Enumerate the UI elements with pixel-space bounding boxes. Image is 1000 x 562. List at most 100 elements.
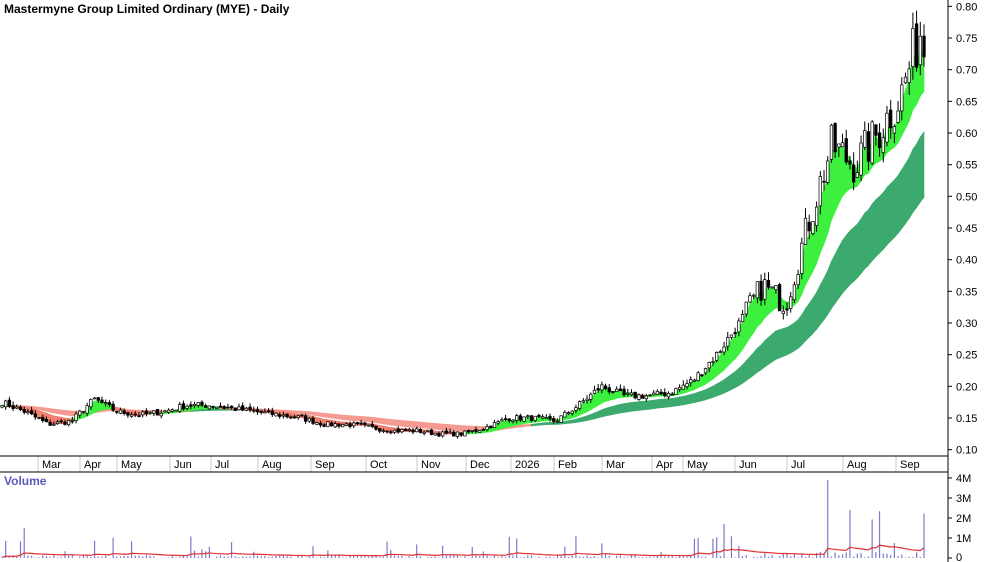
long-ma-ribbon-segment	[908, 149, 914, 220]
candle-body	[37, 417, 41, 419]
candle-body	[837, 143, 841, 148]
candle-body	[600, 384, 604, 391]
candle-body	[63, 421, 67, 425]
candle-body	[418, 429, 423, 433]
candle-body	[452, 431, 456, 437]
long-ma-ribbon-segment	[882, 186, 888, 251]
short-ma-ribbon-segment	[838, 144, 843, 204]
candle-body	[726, 337, 730, 347]
candle-body	[889, 109, 893, 129]
candle-body	[744, 301, 748, 315]
candle-body	[129, 414, 134, 417]
candle-body	[663, 392, 667, 397]
candle-body	[563, 411, 567, 418]
long-ma-ribbon-segment	[401, 420, 406, 427]
long-ma-ribbon-segment	[786, 324, 791, 356]
candle-body	[752, 294, 756, 297]
month-label: Apr	[84, 459, 101, 471]
month-label: 2026	[515, 459, 539, 471]
candle-body	[703, 368, 708, 374]
candle-body	[670, 393, 674, 396]
candle-body	[81, 411, 86, 414]
month-label: Jun	[174, 459, 192, 471]
long-ma-ribbon-segment	[823, 270, 829, 321]
price-tick-label: 0.30	[956, 318, 977, 330]
candle-body	[577, 401, 582, 409]
candle-body	[411, 429, 415, 433]
candle-body	[807, 221, 811, 232]
candle-body	[159, 412, 163, 417]
candle-body	[315, 422, 319, 425]
long-ma-ribbon-segment	[460, 425, 466, 432]
long-ma-ribbon-segment	[520, 424, 525, 428]
candle-body	[777, 284, 782, 312]
candle-body	[204, 405, 208, 408]
candle-body	[714, 352, 719, 361]
long-ma-ribbon-segment	[668, 398, 673, 408]
long-ma-ribbon-segment	[860, 212, 866, 275]
candle-body	[437, 433, 441, 437]
price-tick-label: 0.75	[956, 33, 977, 45]
candle-body	[415, 428, 419, 433]
candle-body	[440, 431, 445, 437]
long-ma-ribbon-segment	[579, 416, 584, 423]
candle-body	[659, 391, 663, 395]
long-ma-ribbon-segment	[708, 385, 714, 400]
candle-body	[366, 424, 371, 427]
candle-body	[137, 415, 141, 418]
long-ma-ribbon-segment	[838, 240, 843, 300]
candle-body	[863, 130, 867, 148]
short-ma-ribbon-segment	[749, 298, 754, 339]
candle-body	[303, 415, 308, 422]
long-ma-ribbon-segment	[290, 410, 295, 414]
candle-body	[285, 413, 289, 418]
candle-body	[833, 123, 837, 153]
long-ma-ribbon-segment	[386, 418, 392, 426]
candle-body	[515, 415, 519, 421]
long-ma-ribbon-segment	[894, 174, 899, 239]
long-ma-ribbon-segment	[516, 424, 521, 428]
candle-body	[844, 138, 848, 163]
candle-body	[70, 419, 75, 422]
candle-body	[555, 420, 560, 423]
long-ma-ribbon-segment	[379, 417, 384, 425]
long-ma-ribbon-segment	[890, 179, 895, 242]
long-ma-ribbon-segment	[901, 162, 906, 230]
month-label: Jun	[739, 459, 757, 471]
candle-body	[870, 121, 874, 164]
short-ma-ribbon-segment	[731, 336, 736, 364]
candle-body	[222, 406, 226, 409]
long-ma-ribbon-segment	[849, 226, 854, 286]
candle-body	[507, 418, 511, 422]
volume-tick-label: 2M	[956, 513, 971, 525]
short-ma-ribbon-segment	[501, 420, 506, 430]
candle-body	[492, 422, 497, 428]
month-label: Sep	[315, 459, 335, 471]
long-ma-ribbon-segment	[775, 329, 780, 360]
short-ma-ribbon-segment	[505, 420, 510, 429]
candle-body	[533, 415, 537, 421]
candle-body	[26, 411, 30, 414]
candle-body	[370, 423, 374, 427]
volume-tick-label: 1M	[956, 533, 971, 545]
price-tick-label: 0.60	[956, 128, 977, 140]
long-ma-ribbon-segment	[583, 415, 588, 422]
long-ma-ribbon-segment	[875, 195, 880, 258]
long-ma-ribbon-segment	[453, 424, 458, 432]
long-ma-ribbon-segment	[457, 424, 462, 432]
long-ma-ribbon-segment	[571, 418, 577, 424]
long-ma-ribbon-segment	[779, 328, 784, 359]
candle-body	[296, 415, 300, 418]
long-ma-ribbon-segment	[916, 136, 921, 209]
candle-body	[500, 419, 504, 422]
candle-body	[518, 415, 523, 421]
chart-title: Mastermyne Group Limited Ordinary (MYE) …	[4, 2, 290, 16]
long-ma-ribbon-segment	[342, 414, 347, 421]
long-ma-ribbon-segment	[701, 389, 706, 402]
candle-body	[607, 387, 611, 393]
candle-body	[818, 176, 822, 207]
candle-body	[851, 164, 856, 183]
month-label: Sep	[900, 459, 920, 471]
long-ma-ribbon-segment	[608, 405, 614, 416]
long-ma-ribbon-segment	[616, 403, 621, 415]
